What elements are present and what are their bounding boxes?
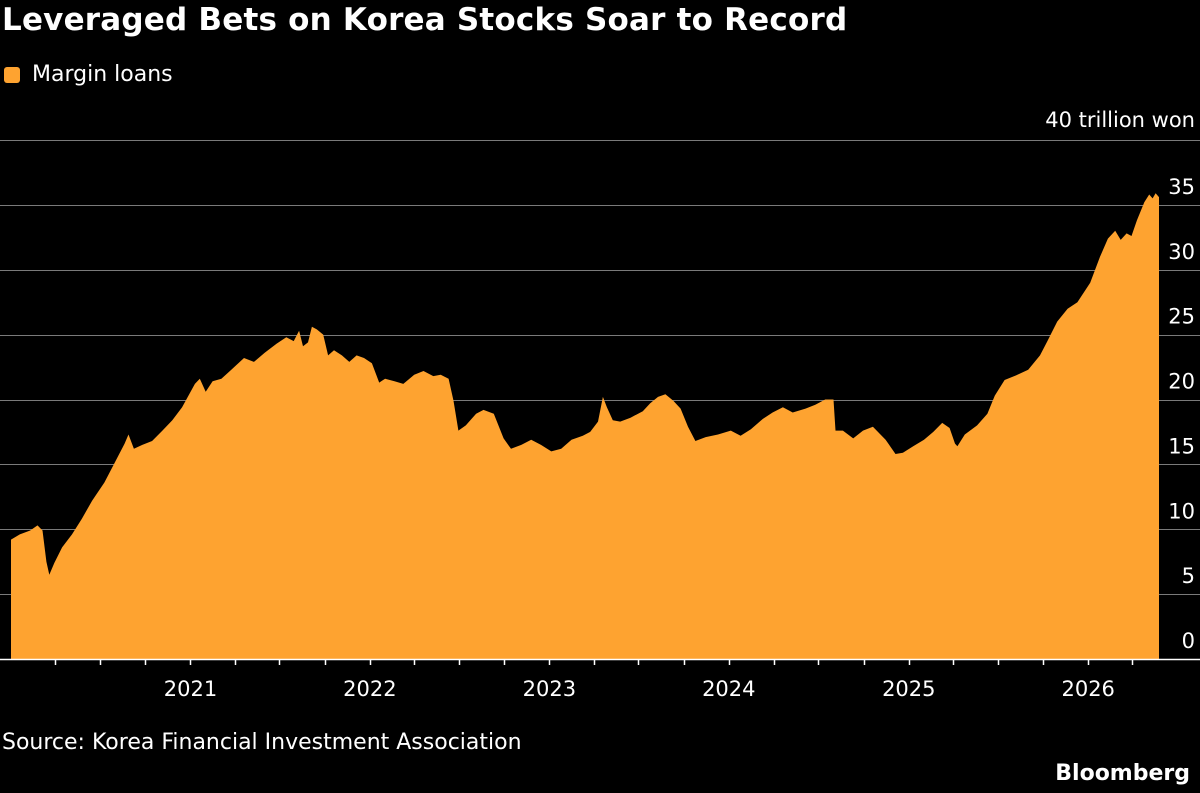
y-tick-label-20: 20 <box>1168 370 1195 394</box>
y-tick-label-15: 15 <box>1168 434 1195 458</box>
y-tick-label-10: 10 <box>1168 499 1195 523</box>
chart-legend: Margin loans <box>4 62 173 87</box>
y-axis-tick-labels: 0 5 10 15 20 25 30 35 <box>1168 175 1195 653</box>
series-area-margin-loans <box>11 193 1159 659</box>
x-tick-label-2025: 2025 <box>882 677 935 701</box>
x-tick-label-2022: 2022 <box>343 677 396 701</box>
y-tick-label-30: 30 <box>1168 240 1195 264</box>
x-tick-label-2021: 2021 <box>164 677 217 701</box>
source-note: Source: Korea Financial Investment Assoc… <box>2 730 522 755</box>
y-tick-label-5: 5 <box>1182 564 1195 588</box>
x-axis: 2021 2022 2023 2024 2025 2026 <box>0 658 1200 701</box>
x-tick-label-2023: 2023 <box>523 677 576 701</box>
bloomberg-logo: Bloomberg <box>1055 761 1190 786</box>
y-tick-label-25: 25 <box>1168 305 1195 329</box>
x-tick-label-2026: 2026 <box>1061 677 1114 701</box>
legend-swatch-margin-loans <box>4 66 20 83</box>
y-axis-unit-label: 40 trillion won <box>1045 108 1195 132</box>
chart-title: Leveraged Bets on Korea Stocks Soar to R… <box>2 2 848 38</box>
x-tick-label-2024: 2024 <box>702 677 755 701</box>
y-tick-label-35: 35 <box>1168 175 1195 199</box>
y-tick-label-0: 0 <box>1182 629 1195 653</box>
legend-label-margin-loans: Margin loans <box>32 62 173 87</box>
series-area-layer <box>11 193 1159 659</box>
